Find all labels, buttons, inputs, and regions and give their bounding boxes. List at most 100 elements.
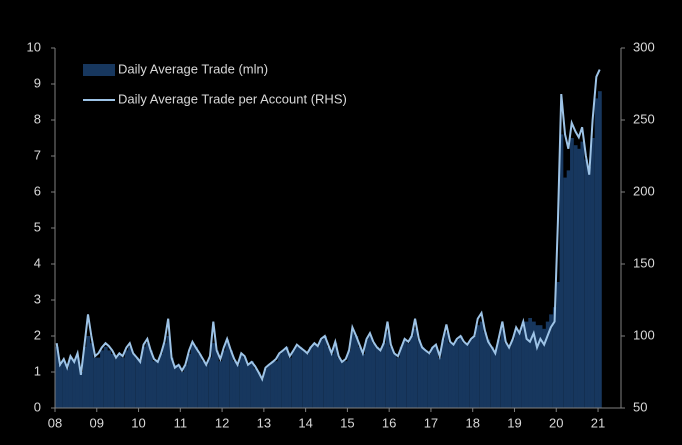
bar [316,346,320,408]
bar [82,346,87,408]
y2-tick-label: 100 [633,327,655,342]
bar [93,357,98,408]
bar [590,138,595,408]
bar [587,166,592,408]
x-tick-label: 18 [465,415,479,430]
bar [201,361,205,408]
bar [152,361,157,408]
bar [344,361,348,408]
bar [504,343,508,408]
bar [430,346,435,408]
bar [298,346,303,408]
x-tick-label: 16 [382,415,396,430]
bar [211,343,216,408]
bar [570,138,574,408]
bar [507,346,512,408]
bar [305,354,310,408]
bar [222,350,226,408]
y-tick-label: 5 [34,219,41,234]
y-tick-label: 2 [34,327,41,342]
bar [131,354,136,408]
bar [187,354,192,408]
bar [204,364,209,408]
x-tick-label: 21 [591,415,605,430]
bar [260,379,265,408]
bar [312,343,317,408]
bar [250,361,254,408]
bar [218,361,223,408]
bar [500,328,505,408]
bar [559,134,564,408]
bar [138,361,143,408]
bar [267,364,271,408]
bar [462,343,467,408]
bar [284,346,289,408]
bar [277,354,282,408]
y-tick-label: 6 [34,183,41,198]
x-tick-label: 09 [90,415,104,430]
bar [246,364,251,408]
y-tick-label: 10 [27,39,41,54]
bar [573,145,578,408]
bar [402,339,407,408]
bar [291,350,296,408]
bar [75,357,80,408]
bar [190,343,195,408]
bar [538,325,543,408]
bar [336,357,341,408]
bar [584,159,588,408]
bar [58,364,63,408]
x-tick-label: 19 [507,415,521,430]
bar [347,350,352,408]
bar [521,321,526,408]
y-tick-label: 4 [34,255,41,270]
bar [357,346,362,408]
bar [545,321,550,408]
bar [302,350,307,408]
bar [239,354,244,408]
bar [441,339,446,408]
bar [496,339,501,408]
legend-swatch [83,64,115,76]
bar [476,325,480,408]
bar [120,357,125,408]
bar [535,325,540,408]
bar [194,346,198,408]
bar [214,350,219,408]
bar [448,343,453,408]
line [55,69,601,382]
bar [486,339,491,408]
bar [281,350,286,408]
bar [274,361,279,408]
bar [68,357,73,408]
bar [225,339,230,408]
bar [552,307,557,408]
x-tick-label: 13 [257,415,271,430]
bar [145,343,150,408]
bar [197,354,202,408]
bar [308,346,313,408]
bar [114,357,119,408]
bar [382,343,386,408]
bar [288,357,292,408]
bar [253,368,258,408]
bar [183,364,188,408]
bar [444,332,449,408]
y-tick-label: 0 [34,399,41,414]
bar [96,357,101,408]
bar [235,364,240,408]
x-tick-label: 14 [298,415,312,430]
y-tick-label: 1 [34,363,41,378]
bar [375,346,380,408]
bar [169,357,174,408]
bar [511,339,515,408]
bar [532,321,536,408]
bar [156,361,160,408]
bar [333,343,338,408]
bar [542,328,547,408]
bar [173,364,177,408]
y2-tick-label: 50 [633,399,647,414]
bar [455,339,459,408]
bar [389,346,393,408]
bar [256,372,261,408]
